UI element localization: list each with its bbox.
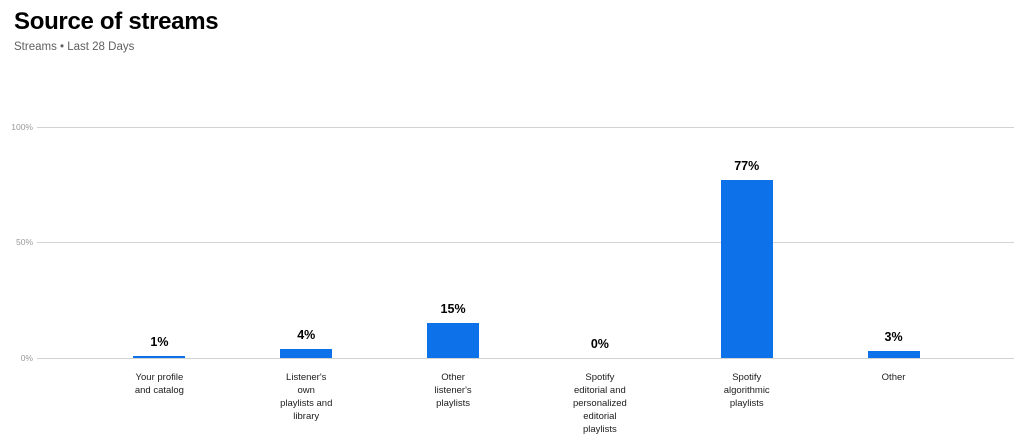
bar-value-label: 4% [297, 327, 316, 342]
category-label: Spotify editorial and personalized edito… [572, 372, 627, 435]
bar-column: 77% [673, 127, 820, 358]
gridline-0% [37, 357, 1014, 359]
source-of-streams-chart: 1% 4% 15% 0% 77% 3% 0% 50% 100% Your profile an… [0, 122, 1024, 435]
bar[interactable] [280, 348, 333, 358]
category-label: Spotify algorithmic playlists [723, 372, 770, 409]
page-subtitle: Streams • Last 28 Days [14, 41, 135, 53]
bar-column: 0% [526, 127, 673, 358]
y-tick-label: 50% [15, 237, 33, 247]
category-label: Listener's own playlists and library [280, 372, 333, 422]
bar-value-label: 1% [150, 334, 169, 349]
bar-column: 15% [380, 127, 527, 358]
bar-column: 4% [233, 127, 380, 358]
category-label: Your profile and catalog [134, 372, 184, 396]
category-label: Other listener's playlists [434, 372, 472, 409]
bar-column: 3% [820, 127, 967, 358]
bar[interactable] [720, 180, 773, 358]
plot-area: 1% 4% 15% 0% 77% 3% [37, 126, 1014, 359]
bar[interactable] [427, 323, 480, 358]
bar[interactable] [867, 351, 920, 358]
bar-value-label: 0% [590, 337, 609, 351]
y-tick-label: 100% [11, 121, 33, 132]
bar[interactable] [133, 355, 186, 358]
gridline-100% [37, 126, 1014, 128]
bar-column: 1% [86, 127, 233, 358]
bar-value-label: 77% [734, 159, 760, 174]
page-title: Source of streams [14, 8, 219, 35]
y-tick-label: 0% [20, 352, 33, 363]
bar-value-label: 3% [884, 330, 903, 345]
bar-value-label: 15% [440, 302, 466, 317]
category-label: Other [881, 372, 906, 383]
x-axis: Your profile and catalog Listener's own p… [86, 371, 967, 436]
y-axis: 0% 50% 100% [8, 122, 33, 363]
bars-row: 1% 4% 15% 0% 77% 3% [86, 127, 967, 358]
gridline-50% [37, 242, 1014, 243]
